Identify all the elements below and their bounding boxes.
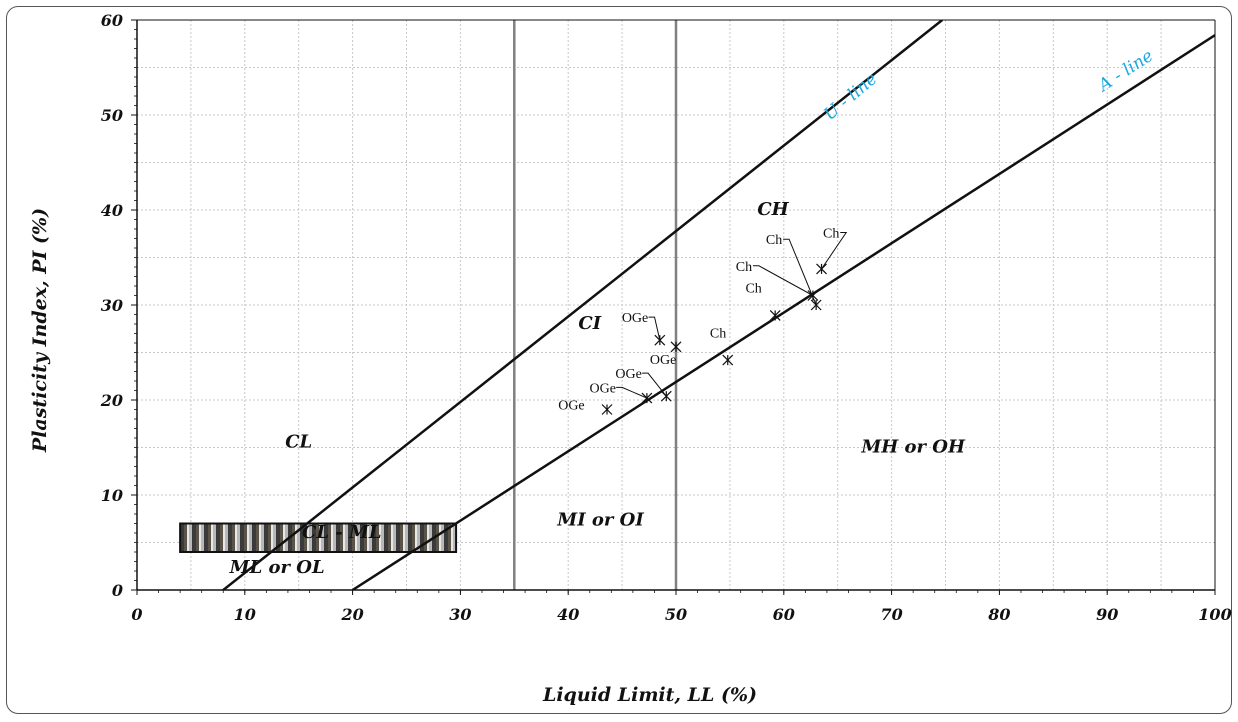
axes: 0 10 20 30 40 50 60 70 80 90 100 0 10 20 30 40 50 60 bbox=[100, 11, 1232, 624]
leader-line bbox=[783, 238, 817, 306]
x-tick-label: 70 bbox=[880, 605, 902, 624]
point-label: OGe bbox=[650, 353, 676, 368]
y-tick-label: 40 bbox=[101, 201, 123, 220]
point-label: Ch bbox=[745, 282, 761, 297]
zone-label: CL - ML bbox=[302, 522, 382, 543]
x-tick-label: 30 bbox=[449, 605, 471, 624]
zone-label: CH bbox=[757, 199, 789, 220]
u-line bbox=[221, 20, 944, 590]
data-point bbox=[601, 404, 613, 415]
y-axis-title: Plasticity Index, PI (%) bbox=[29, 208, 51, 453]
point-label: OGe bbox=[589, 381, 615, 396]
cl-ml-band bbox=[179, 522, 458, 553]
x-tick-label: 60 bbox=[773, 605, 795, 624]
x-tick-label: 20 bbox=[340, 605, 363, 624]
zone-label: ML or OL bbox=[229, 557, 325, 578]
y-tick-label: 20 bbox=[100, 391, 123, 410]
hatched-band bbox=[179, 522, 458, 553]
leader-line bbox=[752, 265, 814, 296]
point-label: OGe bbox=[622, 311, 648, 326]
data-point bbox=[722, 354, 734, 366]
x-tick-label: 100 bbox=[1198, 605, 1231, 624]
zone-label: CI bbox=[578, 313, 601, 334]
zone-label: MH or OH bbox=[860, 436, 966, 457]
zone-labels: CL CL - ML ML or OL MI or OI CI MH or OH CH bbox=[229, 199, 966, 578]
chart-frame bbox=[6, 6, 1232, 714]
data-point bbox=[670, 341, 682, 353]
a-line bbox=[351, 34, 1215, 590]
leader-line bbox=[642, 372, 667, 397]
y-tick-label: 10 bbox=[101, 486, 123, 505]
leader-line bbox=[648, 316, 661, 341]
zone-label: MI or OI bbox=[556, 509, 644, 530]
x-tick-label: 80 bbox=[987, 605, 1010, 624]
x-axis-title: Liquid Limit, LL (%) bbox=[542, 684, 757, 706]
y-tick-label: 60 bbox=[101, 11, 123, 30]
u-line-label: U - line bbox=[820, 69, 881, 125]
a-line-label: A - line bbox=[1093, 46, 1156, 97]
leader-line bbox=[616, 386, 648, 399]
x-tick-label: 50 bbox=[665, 605, 687, 624]
x-tick-label: 90 bbox=[1096, 605, 1118, 624]
x-tick-label: 10 bbox=[234, 605, 256, 624]
point-label: Ch bbox=[710, 326, 726, 341]
point-label: OGe bbox=[558, 399, 584, 414]
point-label: Ch bbox=[736, 260, 752, 275]
leader-line bbox=[821, 232, 848, 270]
x-tick-label: 40 bbox=[557, 605, 579, 624]
point-label: Ch bbox=[823, 227, 839, 242]
x-tick-label: 0 bbox=[131, 605, 142, 624]
point-label: Ch bbox=[766, 233, 782, 248]
y-tick-label: 50 bbox=[101, 106, 123, 125]
zone-label: CL bbox=[285, 432, 312, 453]
y-tick-label: 0 bbox=[112, 581, 123, 600]
point-label: OGe bbox=[615, 367, 641, 382]
y-tick-label: 30 bbox=[101, 296, 123, 315]
data-point bbox=[769, 310, 781, 321]
